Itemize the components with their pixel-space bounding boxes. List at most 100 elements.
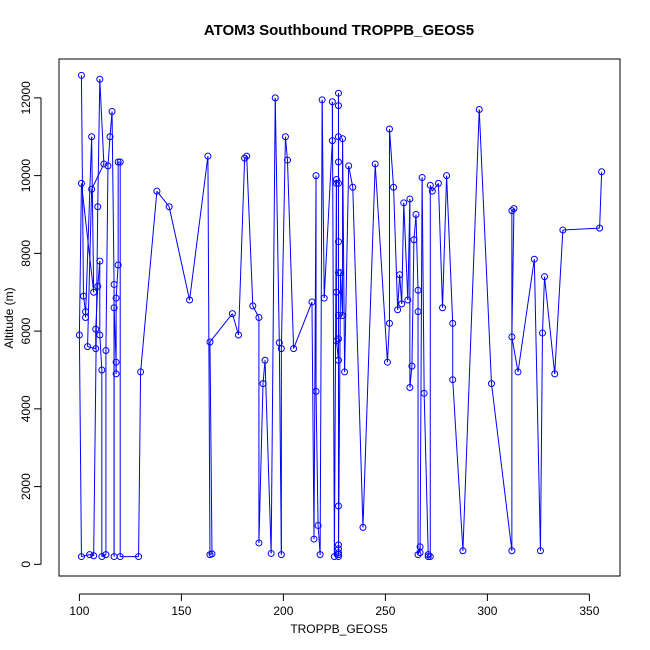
data-point — [112, 358, 120, 366]
data-point — [308, 298, 316, 306]
data-point — [349, 183, 357, 191]
data-point — [332, 337, 340, 345]
y-tick-label: 2000 — [19, 473, 33, 500]
data-point — [426, 553, 434, 561]
series-line-segment — [284, 136, 288, 161]
series-line-segment — [80, 75, 84, 297]
series-line-segment — [89, 554, 94, 557]
y-tick-label: 10000 — [19, 159, 33, 193]
data-point — [135, 553, 143, 561]
data-point — [334, 312, 342, 320]
series-line-segment — [321, 99, 325, 299]
data-point — [332, 288, 340, 296]
data-point — [510, 205, 518, 213]
series-line-segment — [517, 259, 535, 372]
series-line-segment — [315, 391, 319, 526]
data-point — [312, 387, 320, 395]
y-tick-label: 4000 — [19, 395, 33, 422]
data-point — [96, 257, 104, 265]
series-line-segment — [80, 183, 95, 293]
data-point — [312, 172, 320, 180]
data-point — [530, 255, 538, 263]
data-point — [100, 160, 108, 168]
series-line-segment — [99, 79, 105, 164]
data-point — [400, 199, 408, 207]
series-line-segment — [209, 341, 213, 554]
series-line-segment — [280, 136, 286, 349]
series-line-segment — [101, 554, 107, 558]
series-line-segment — [207, 156, 211, 555]
data-point — [98, 366, 106, 374]
data-point — [449, 319, 457, 327]
data-point — [390, 183, 398, 191]
data-point — [77, 553, 85, 561]
data-point — [596, 224, 604, 232]
data-point — [416, 549, 424, 557]
series-line-segment — [168, 206, 191, 301]
series-line-segment — [409, 366, 413, 388]
series-line-segment — [562, 227, 600, 231]
data-point — [443, 172, 451, 180]
x-axis: 100 150 200 250 300 350 — [69, 593, 600, 618]
data-point — [339, 312, 347, 320]
data-point — [406, 195, 414, 203]
data-point — [116, 158, 124, 166]
data-point — [341, 368, 349, 376]
data-point — [334, 356, 342, 364]
data-point — [334, 549, 342, 557]
series-line-segment — [323, 140, 333, 299]
data-point — [398, 300, 406, 308]
x-tick-label: 250 — [375, 604, 395, 618]
data-point — [137, 368, 145, 376]
series-line-segment — [403, 202, 409, 301]
data-point — [394, 306, 402, 314]
series-line-segment — [97, 79, 101, 207]
series-line-segment — [411, 239, 415, 367]
series-line-segment — [393, 187, 399, 310]
series-line-segment — [99, 334, 103, 371]
data-point — [449, 376, 457, 384]
series-line-segment — [554, 230, 564, 374]
series-line-segment — [419, 177, 423, 553]
data-point — [102, 347, 110, 355]
data-point — [334, 133, 342, 141]
series-line-segment — [111, 111, 115, 285]
data-point — [330, 553, 338, 561]
x-tick-label: 300 — [477, 604, 497, 618]
data-point — [243, 152, 251, 160]
series-line-segment — [209, 553, 213, 556]
data-point — [290, 345, 298, 353]
data-point — [235, 331, 243, 339]
data-point — [424, 553, 432, 561]
series-line-segment — [238, 158, 246, 336]
data-point — [106, 133, 114, 141]
series-line-segment — [87, 189, 93, 347]
y-tick-label: 8000 — [19, 240, 33, 267]
series-line-segment — [533, 259, 541, 551]
y-tick-label: 12000 — [19, 81, 33, 115]
x-tick-label: 350 — [579, 604, 599, 618]
data-point — [559, 226, 567, 234]
series-line-segment — [442, 175, 448, 308]
series-line-segment — [401, 202, 405, 304]
data-point — [598, 168, 606, 176]
data-point — [267, 549, 275, 557]
data-point — [88, 133, 96, 141]
data-point — [94, 282, 102, 290]
series-line-segment — [270, 97, 276, 554]
series-line-segment — [138, 371, 142, 557]
data-point — [114, 158, 122, 166]
series-line-segment — [107, 136, 111, 166]
data-point — [283, 156, 291, 164]
series-line-segment — [87, 346, 96, 350]
series-line-segment — [258, 383, 264, 543]
series-line-segment — [93, 206, 99, 556]
data-point — [334, 158, 342, 166]
series-line-segment — [478, 109, 492, 384]
data-point — [108, 107, 116, 115]
data-point — [318, 96, 326, 104]
series-line-segment — [78, 334, 82, 557]
data-point — [334, 502, 342, 510]
series-line-segment — [374, 163, 388, 363]
data-point — [90, 288, 98, 296]
